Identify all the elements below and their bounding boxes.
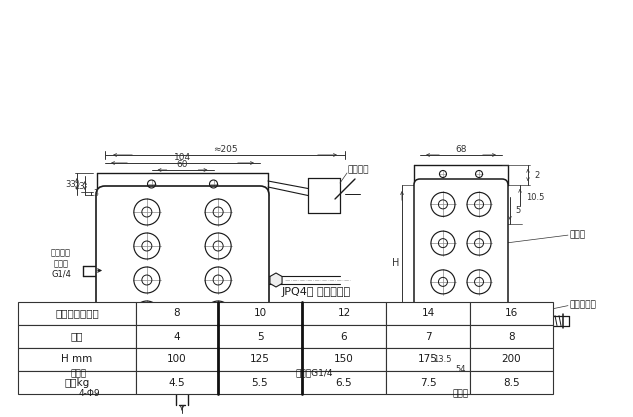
Bar [136, 325, 218, 348]
Text: 54: 54 [456, 365, 467, 374]
Text: 片数: 片数 [71, 332, 84, 342]
Bar [302, 348, 386, 371]
Bar [470, 302, 553, 325]
Bar [386, 371, 470, 394]
Bar [18, 348, 136, 371]
Text: 进油口: 进油口 [453, 389, 469, 399]
Text: 6.5: 6.5 [335, 377, 353, 387]
Text: JPQ4型 型式及尺寸: JPQ4型 型式及尺寸 [282, 287, 351, 297]
Text: 60: 60 [177, 159, 188, 168]
FancyBboxPatch shape [96, 186, 269, 374]
Text: 8.5: 8.5 [503, 377, 520, 387]
Text: 13.5: 13.5 [433, 356, 451, 364]
Text: ≈205: ≈205 [213, 145, 237, 153]
Text: 5: 5 [515, 206, 520, 215]
Text: 33: 33 [66, 179, 77, 188]
Bar [18, 371, 136, 394]
Text: 重量kg: 重量kg [65, 377, 90, 387]
Text: 200: 200 [502, 354, 522, 364]
Text: 3: 3 [94, 189, 99, 198]
FancyBboxPatch shape [414, 179, 508, 346]
Bar [136, 371, 218, 394]
Bar [218, 302, 302, 325]
Bar [470, 371, 553, 394]
Text: H mm: H mm [61, 354, 92, 364]
Bar [218, 325, 302, 348]
Text: 68: 68 [455, 145, 467, 153]
Text: 7.5: 7.5 [420, 377, 436, 387]
Bar [386, 348, 470, 371]
Text: 出油口: 出油口 [71, 369, 87, 379]
Text: 125: 125 [250, 354, 270, 364]
Bar [302, 302, 386, 325]
Bar [136, 302, 218, 325]
Bar [18, 325, 136, 348]
Bar [470, 348, 553, 371]
Bar [302, 371, 386, 394]
Text: 出油口G1/4: 出油口G1/4 [295, 369, 332, 377]
Bar [470, 325, 553, 348]
Text: 6: 6 [341, 332, 348, 342]
Text: 4.5: 4.5 [168, 377, 185, 387]
Bar [18, 302, 136, 325]
Bar [302, 325, 386, 348]
Text: 超压指示器: 超压指示器 [570, 300, 597, 309]
Bar [218, 348, 302, 371]
Bar [218, 371, 302, 394]
Text: 10.5: 10.5 [526, 193, 544, 201]
Text: 2: 2 [534, 171, 539, 179]
Text: 7: 7 [425, 332, 431, 342]
Text: 14: 14 [422, 309, 435, 319]
Text: H: H [392, 258, 399, 267]
Text: 10: 10 [253, 309, 266, 319]
Text: 出油口: 出油口 [570, 231, 586, 240]
Bar [136, 348, 218, 371]
Text: 104: 104 [174, 153, 191, 161]
Text: 23: 23 [75, 181, 85, 191]
Text: 150: 150 [334, 354, 354, 364]
Text: 5.5: 5.5 [252, 377, 268, 387]
Text: 控制管路
进油口
G1/4: 控制管路 进油口 G1/4 [51, 249, 71, 279]
Text: 5: 5 [257, 332, 263, 342]
Text: 4: 4 [173, 332, 180, 342]
Text: 100: 100 [167, 354, 187, 364]
Text: 8: 8 [508, 332, 515, 342]
Text: 8: 8 [173, 309, 180, 319]
Text: 175: 175 [418, 354, 438, 364]
Text: 限位开关: 限位开关 [348, 166, 370, 174]
Bar [386, 302, 470, 325]
Text: 4-Φ9: 4-Φ9 [78, 389, 100, 397]
Text: 16: 16 [505, 309, 518, 319]
Bar [386, 325, 470, 348]
Text: 12: 12 [337, 309, 351, 319]
Text: 出油口数（个）: 出油口数（个） [55, 309, 99, 319]
